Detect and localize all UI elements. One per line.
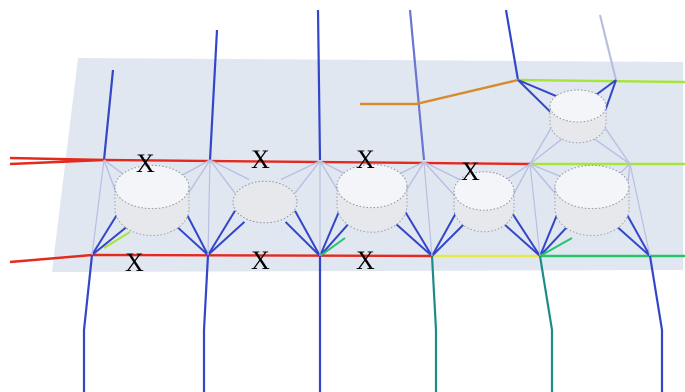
post-upper	[408, 9, 426, 161]
strut	[629, 163, 651, 257]
strut	[625, 213, 651, 257]
strut	[284, 221, 321, 257]
lower-posts	[82, 254, 664, 392]
cylinder	[554, 164, 630, 237]
strut	[615, 224, 651, 257]
x-mark: X	[461, 157, 480, 186]
cylinder-top	[554, 164, 630, 210]
x-mark: X	[251, 145, 270, 174]
post-lower	[202, 254, 210, 392]
cylinder-top	[336, 163, 408, 209]
cylinder-top	[232, 180, 298, 224]
strut	[423, 161, 433, 257]
strut	[186, 159, 211, 197]
post-lower	[430, 255, 438, 392]
strut	[404, 161, 425, 194]
orange-link	[360, 78, 519, 106]
x-mark: X	[251, 246, 270, 275]
strut	[517, 79, 553, 114]
struts	[91, 79, 651, 257]
x-mark: X	[356, 246, 375, 275]
strut	[529, 163, 558, 197]
post-upper	[102, 69, 115, 161]
cylinder	[453, 171, 515, 233]
strut	[539, 225, 569, 257]
post-lower	[538, 255, 554, 392]
strut	[591, 136, 631, 165]
strut	[91, 213, 119, 256]
cylinder	[549, 89, 607, 144]
strut	[91, 224, 129, 256]
strut	[185, 213, 209, 256]
post-upper	[504, 9, 520, 81]
strut	[209, 159, 250, 181]
post-upper	[598, 14, 618, 81]
bottom-rail	[9, 253, 93, 264]
x-mark: X	[125, 248, 144, 277]
x-mark: X	[356, 145, 375, 174]
strut	[423, 161, 457, 198]
strut	[431, 212, 457, 257]
strut	[539, 213, 559, 257]
strut	[404, 210, 433, 257]
top-rail	[9, 158, 105, 166]
strut	[319, 160, 340, 194]
strut	[280, 160, 321, 181]
upper-rail	[517, 78, 685, 84]
x-mark: X	[136, 149, 155, 178]
strut	[207, 210, 236, 256]
cylinder-top	[453, 171, 515, 211]
upper-posts	[102, 9, 618, 161]
strut	[431, 222, 466, 257]
cylinder-top	[549, 89, 607, 123]
strut	[511, 163, 531, 198]
cylinder-top	[114, 164, 190, 210]
strut	[294, 160, 321, 194]
strut	[209, 159, 236, 194]
cylinder	[114, 164, 190, 237]
bottom-rail	[91, 253, 433, 258]
strut	[511, 212, 541, 257]
cylinder	[336, 163, 408, 233]
strut	[91, 159, 105, 256]
strut	[319, 237, 346, 257]
cylinder	[232, 180, 298, 224]
strut	[502, 222, 541, 257]
strut	[393, 221, 433, 257]
cylinders	[114, 89, 630, 237]
strut	[539, 237, 573, 257]
strut	[319, 210, 341, 257]
strut	[207, 159, 211, 256]
post-upper	[316, 9, 322, 161]
strut	[175, 224, 209, 256]
strut	[529, 126, 553, 165]
strut	[294, 210, 321, 257]
x-marks: X X X X X X X	[125, 145, 480, 277]
strut	[319, 222, 351, 257]
post-lower	[82, 254, 94, 392]
strut	[529, 163, 541, 257]
strut	[603, 126, 631, 165]
post-upper	[208, 29, 219, 161]
post-lower	[648, 255, 664, 392]
strut	[603, 79, 617, 114]
strut	[103, 231, 131, 249]
strut	[529, 136, 565, 165]
strut	[207, 221, 246, 256]
